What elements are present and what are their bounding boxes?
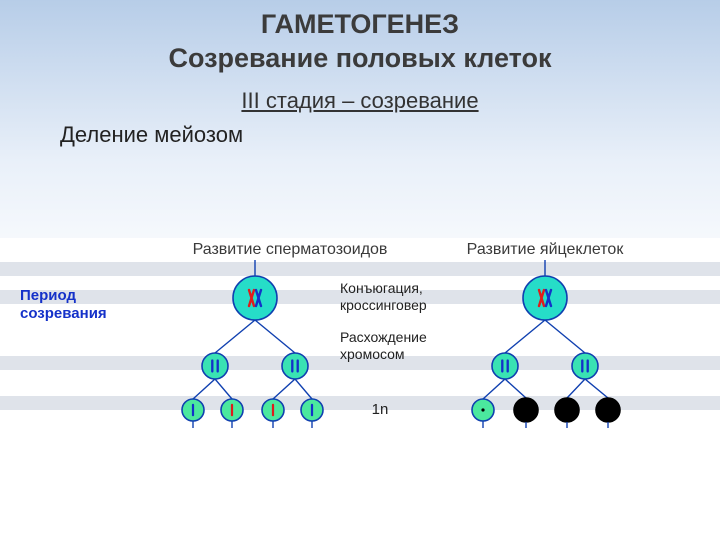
cell <box>282 353 308 379</box>
period-label-2: созревания <box>20 305 107 322</box>
slide: ГАМЕТОГЕНЕЗ Созревание половых клеток II… <box>0 0 720 540</box>
ploidy-label: 1n <box>372 401 389 418</box>
cell <box>202 353 228 379</box>
header-egg: Развитие яйцеклеток <box>467 241 625 258</box>
cell <box>555 398 579 422</box>
cell <box>523 276 567 320</box>
cell <box>514 398 538 422</box>
slide-bodytext: Деление мейозом <box>60 122 720 148</box>
title-line-2: Созревание половых клеток <box>0 42 720 76</box>
gametogenesis-diagram: Развитие сперматозоидов Развитие яйцеклет… <box>0 238 720 428</box>
annot-conjugation-1: Конъюгация, <box>340 280 423 296</box>
cell <box>233 276 277 320</box>
period-label-1: Период <box>20 287 76 304</box>
cell <box>492 353 518 379</box>
cell <box>596 398 620 422</box>
annot-divergence-1: Расхождение <box>340 329 427 345</box>
title-line-1: ГАМЕТОГЕНЕЗ <box>0 8 720 42</box>
annot-conjugation-2: кроссинговер <box>340 297 427 313</box>
slide-title: ГАМЕТОГЕНЕЗ Созревание половых клеток <box>0 0 720 76</box>
annot-divergence-2: хромосом <box>340 346 405 362</box>
cell <box>572 353 598 379</box>
header-sperm: Развитие сперматозоидов <box>193 241 388 258</box>
slide-subtitle: III стадия – созревание <box>0 88 720 114</box>
